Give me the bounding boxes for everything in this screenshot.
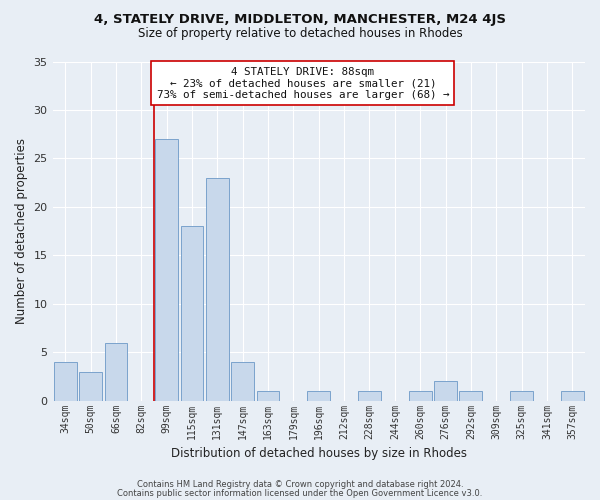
Bar (104, 342, 127, 400)
X-axis label: Distribution of detached houses by size in Rhodes: Distribution of detached houses by size … (171, 447, 467, 460)
Bar (460, 391, 482, 400)
Bar (231, 362, 254, 401)
Bar (510, 391, 533, 400)
Bar (79, 372, 102, 400)
Text: Contains HM Land Registry data © Crown copyright and database right 2024.: Contains HM Land Registry data © Crown c… (137, 480, 463, 489)
Bar (434, 382, 457, 400)
Bar (206, 178, 229, 400)
Text: 4, STATELY DRIVE, MIDDLETON, MANCHESTER, M24 4JS: 4, STATELY DRIVE, MIDDLETON, MANCHESTER,… (94, 12, 506, 26)
Text: 4 STATELY DRIVE: 88sqm
← 23% of detached houses are smaller (21)
73% of semi-det: 4 STATELY DRIVE: 88sqm ← 23% of detached… (157, 66, 449, 100)
Bar (409, 391, 431, 400)
Bar (307, 391, 330, 400)
Bar (561, 391, 584, 400)
Text: Contains public sector information licensed under the Open Government Licence v3: Contains public sector information licen… (118, 488, 482, 498)
Bar (257, 391, 280, 400)
Bar (54, 362, 77, 401)
Bar (358, 391, 381, 400)
Bar (181, 226, 203, 400)
Text: Size of property relative to detached houses in Rhodes: Size of property relative to detached ho… (137, 28, 463, 40)
Y-axis label: Number of detached properties: Number of detached properties (15, 138, 28, 324)
Bar (155, 139, 178, 400)
